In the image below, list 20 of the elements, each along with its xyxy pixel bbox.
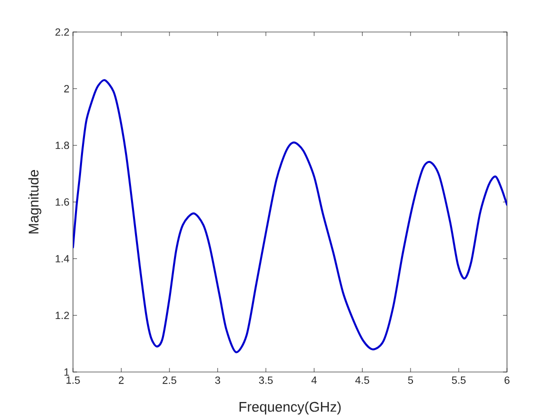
y-axis-title: Magnitude bbox=[28, 170, 42, 234]
x-tick-label: 4 bbox=[311, 376, 317, 384]
x-tick-label: 4.5 bbox=[355, 376, 370, 384]
y-tick-label: 1 bbox=[64, 368, 69, 376]
x-tick-label: 1.5 bbox=[66, 376, 80, 384]
y-tick-label: 1.2 bbox=[56, 312, 69, 319]
x-tick-label: 3.5 bbox=[259, 376, 273, 384]
y-tick-label: 2 bbox=[64, 85, 69, 92]
x-tick-label: 6 bbox=[504, 376, 510, 384]
x-tick-label: 5 bbox=[408, 376, 414, 384]
x-tick-label: 2 bbox=[118, 376, 124, 384]
y-tick-label: 1.8 bbox=[56, 142, 70, 150]
y-tick-label: 1.4 bbox=[56, 255, 70, 262]
x-tick-label: 3 bbox=[215, 376, 220, 384]
y-tick-label: 2.2 bbox=[55, 28, 69, 36]
x-tick-label: 2.5 bbox=[162, 376, 176, 384]
x-axis-title: Frequency(GHz) bbox=[240, 402, 341, 415]
x-tick-label: 5.5 bbox=[452, 376, 466, 384]
y-tick-label: 1.6 bbox=[56, 198, 70, 206]
line-series bbox=[73, 79, 507, 354]
